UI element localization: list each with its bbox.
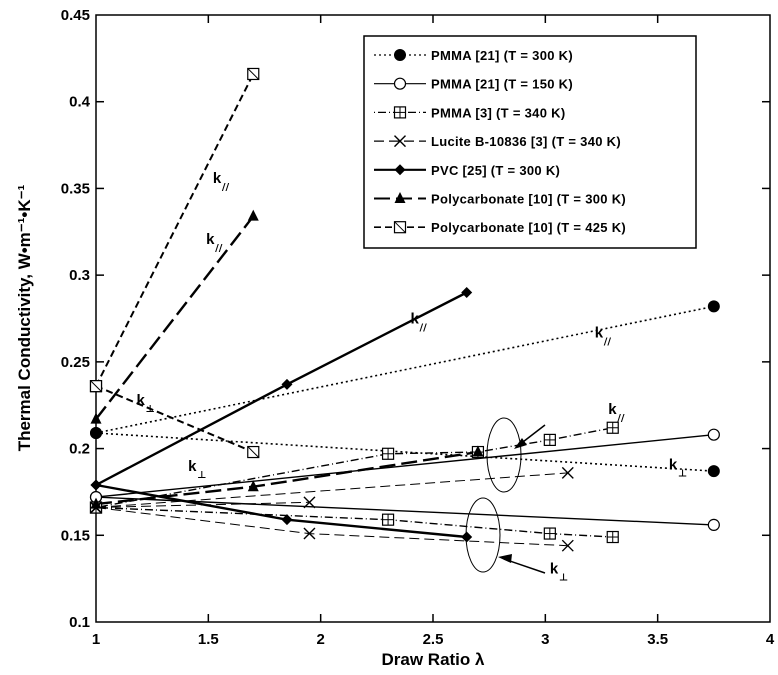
legend-label-3: Lucite B-10836 [3] (T = 340 K)	[431, 134, 621, 149]
annotation-k-4: k	[608, 401, 617, 418]
y-tick-label: 0.15	[61, 527, 90, 544]
axis-ticks	[96, 15, 770, 622]
series-line-pc425_par	[95, 73, 255, 387]
annotation-sub-7: ⊥	[678, 468, 687, 479]
annotation-sub-2: //	[420, 323, 428, 334]
y-tick-label: 0.3	[69, 267, 90, 284]
y-tick-label: 0.4	[69, 94, 91, 111]
series-line-pmma150_par	[95, 434, 714, 498]
marker-pmma150_par	[707, 428, 720, 441]
marker-pc425_par-slash	[247, 68, 260, 80]
marker-lucite_perp-b	[303, 496, 316, 509]
marker-lucite_perp2-b	[303, 527, 316, 540]
marker-pc300_par	[90, 412, 102, 424]
marker-pmma150_perp	[707, 518, 720, 531]
legend-label-2: PMMA [3] (T = 340 K)	[431, 105, 565, 120]
annotation-sub-3: //	[604, 337, 612, 348]
legend-label-6: Polycarbonate [10] (T = 425 K)	[431, 220, 626, 235]
marker-lucite_perp2-b	[561, 539, 574, 552]
marker-pmma300_perp	[707, 465, 720, 478]
marker-pc300_perp	[90, 497, 102, 509]
marker-pvc_par	[281, 378, 293, 390]
annotation-k-3: k	[595, 325, 604, 342]
parallel-group-ellipse	[486, 417, 522, 493]
legend-label-1: PMMA [21] (T = 150 K)	[431, 77, 573, 92]
annotation-k-1: k	[206, 231, 215, 248]
annotation-k-0: k	[213, 170, 222, 187]
marker-pvc_perp	[90, 479, 102, 491]
annotation-sub-6: ⊥	[197, 470, 206, 481]
series-line-lucite_par	[95, 472, 568, 508]
legend-marker-5	[394, 192, 406, 203]
annotation-k-2: k	[411, 311, 420, 328]
perpendicular-group-ellipse	[465, 497, 501, 573]
legend-label-5: Polycarbonate [10] (T = 300 K)	[431, 192, 626, 207]
x-tick-label: 1	[92, 631, 100, 648]
annotation-k-6: k	[188, 458, 197, 475]
y-tick-label: 0.1	[69, 614, 90, 631]
y-tick-label: 0.25	[61, 354, 90, 371]
marker-pvc_par	[461, 286, 473, 298]
y-tick-label: 0.2	[69, 441, 90, 458]
annotation-sub-8: ⊥	[559, 572, 568, 583]
legend-label-4: PVC [25] (T = 300 K)	[431, 163, 560, 178]
x-tick-label: 3.5	[647, 631, 668, 648]
y-tick-label: 0.45	[61, 7, 90, 24]
annotation-k-5: k	[136, 392, 145, 409]
series-line-pc300_par	[95, 215, 255, 420]
annotation-sub-1: //	[215, 243, 223, 254]
legend-marker-3-b	[394, 135, 406, 148]
legend-marker-1	[393, 77, 407, 90]
legend-box	[363, 35, 697, 249]
perpendicular-arrow-head	[498, 554, 512, 563]
annotation-k-7: k	[669, 456, 678, 473]
marker-pc300_par	[247, 209, 259, 221]
series-line-pmma340_perp	[95, 506, 613, 538]
annotation-sub-5: ⊥	[145, 404, 154, 415]
marker-pc425_perp-slash	[90, 380, 102, 392]
marker-lucite_par-b	[561, 466, 574, 479]
series-line-pmma150_perp	[95, 496, 714, 526]
legend-marker-4	[394, 164, 406, 176]
marker-pc300_perp	[247, 480, 259, 492]
x-tick-label: 4	[766, 631, 775, 648]
axis-tick-labels: 1 1.5 2 2.5 3 3.5 4 0.1 0.15 0.2 0.25 0.3 0.35 0.4 0.4…	[61, 7, 775, 648]
x-axis-label: Draw Ratio λ	[382, 650, 486, 669]
legend: PMMA [21] (T = 300 K) PMMA [21] (T = 150 …	[363, 35, 697, 249]
parallel-arrow-head	[514, 438, 527, 449]
series-markers	[89, 67, 720, 552]
series-line-pmma300_perp	[95, 432, 714, 472]
x-tick-label: 3	[541, 631, 549, 648]
x-tick-label: 1.5	[198, 631, 219, 648]
marker-pvc_perp	[461, 531, 473, 543]
marker-pc425_perp-slash	[247, 446, 260, 458]
legend-marker-0	[394, 49, 406, 61]
y-tick-label: 0.35	[61, 180, 90, 197]
series-line-pc425_perp	[95, 385, 254, 453]
legend-marker-6-slash	[394, 221, 406, 234]
y-axis-label: Thermal Conductivity, W•m⁻¹•K⁻¹	[15, 184, 34, 451]
annotations: k//k//k//k//k//k⊥k⊥k⊥k⊥	[136, 170, 687, 583]
marker-pmma300_par	[707, 300, 720, 313]
legend-label-0: PMMA [21] (T = 300 K)	[431, 48, 573, 63]
grouping-ellipses	[465, 417, 546, 574]
marker-pvc_perp	[281, 514, 293, 526]
annotation-sub-4: //	[617, 413, 625, 424]
annotation-sub-0: //	[222, 182, 230, 193]
marker-pc300_perp	[472, 445, 484, 457]
marker-pmma300_perp	[90, 426, 102, 439]
x-tick-label: 2.5	[423, 631, 444, 648]
annotation-k-8: k	[550, 560, 559, 577]
x-tick-label: 2	[316, 631, 324, 648]
series-line-pmma300_par	[95, 305, 714, 434]
